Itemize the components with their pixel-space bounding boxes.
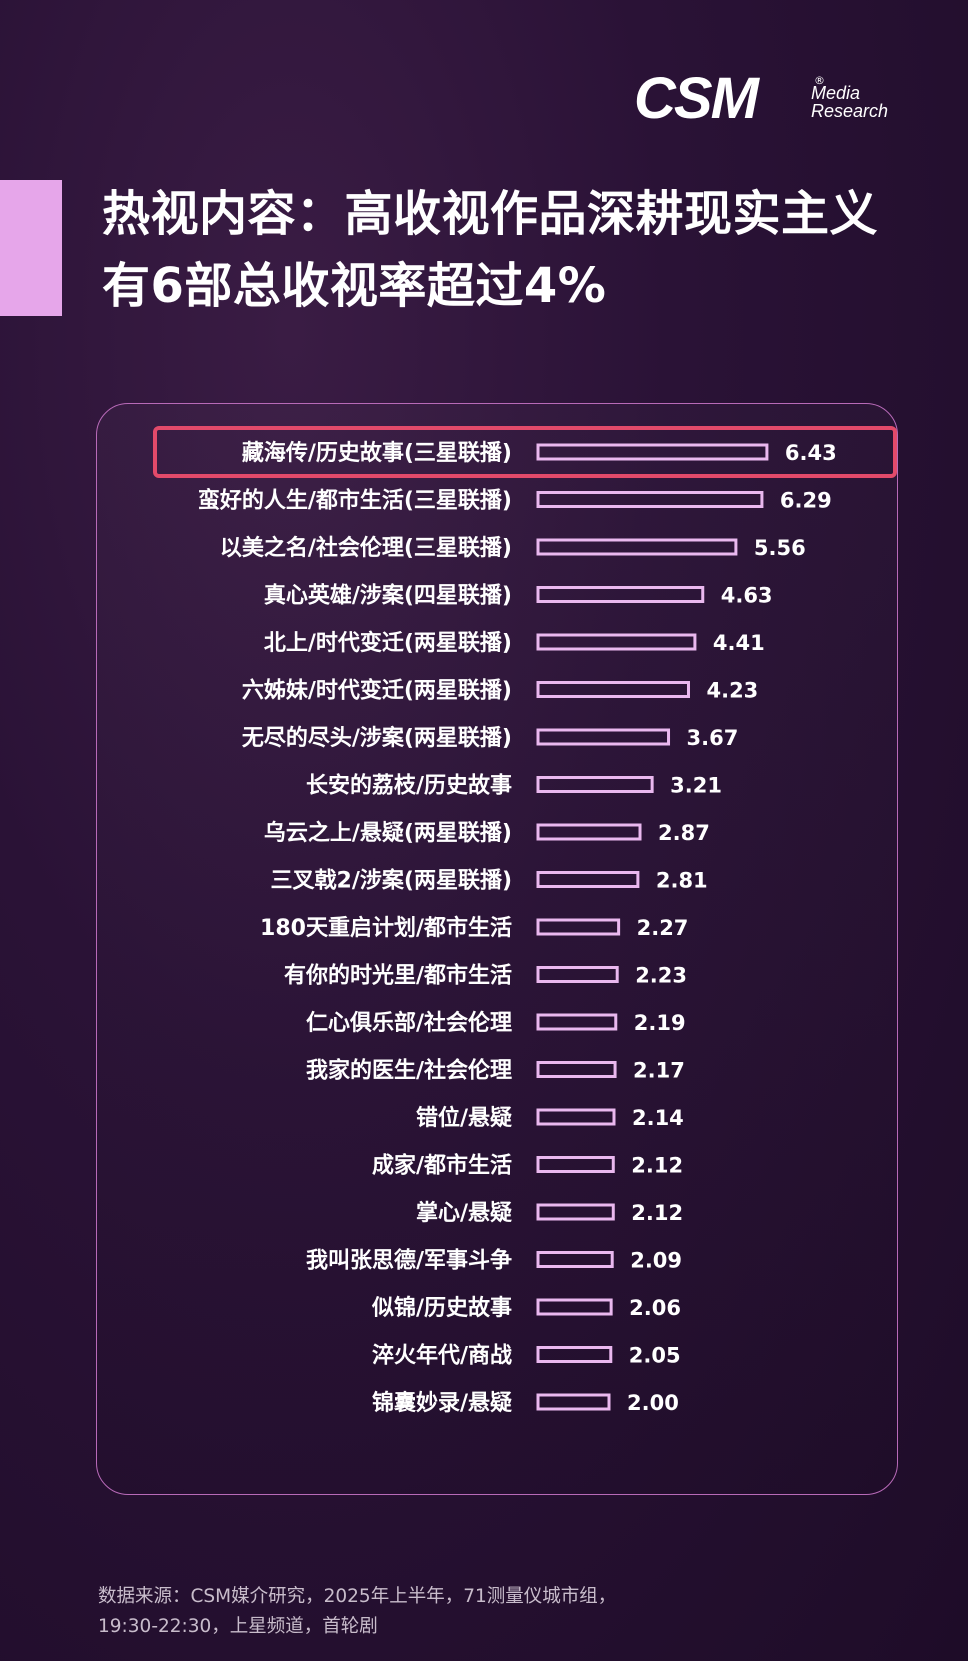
logo-wordmark: CSM <box>634 66 759 131</box>
source-line-1: 数据来源：CSM媒介研究，2025年上半年，71测量仪城市组， <box>98 1586 617 1607</box>
logo-subtitle: Media Research <box>811 84 901 120</box>
category-label: 掌心/悬疑 <box>416 1201 512 1226</box>
bar <box>536 1393 611 1411</box>
category-label: 淬火年代/商战 <box>372 1343 512 1369</box>
value-label: 4.23 <box>706 679 758 703</box>
bar <box>536 1346 613 1363</box>
category-label: 北上/时代变迁(两星联播) <box>264 630 512 656</box>
title-line-1: 热视内容：高收视作品深耕现实主义 <box>102 186 879 242</box>
bar <box>536 918 621 936</box>
bar <box>536 823 642 841</box>
category-label: 似锦/历史故事 <box>371 1295 512 1321</box>
source-line-2: 19:30-22:30，上星频道，首轮剧 <box>98 1616 378 1637</box>
csm-logo: CSM ® Media Research <box>634 70 894 130</box>
category-label: 长安的荔枝/历史故事 <box>306 773 512 799</box>
category-label: 乌云之上/悬疑(两星联播) <box>264 820 512 846</box>
value-label: 2.09 <box>630 1249 682 1273</box>
value-label: 2.17 <box>633 1059 685 1083</box>
bar <box>536 681 690 698</box>
category-label: 三叉戟2/涉案(两星联播) <box>271 868 512 894</box>
bar <box>536 1108 616 1126</box>
bar <box>536 776 654 793</box>
bar <box>536 1298 613 1316</box>
category-label: 我家的医生/社会伦理 <box>306 1058 512 1084</box>
category-label: 蛮好的人生/都市生活(三星联播) <box>198 488 512 514</box>
category-label: 六姊妹/时代变迁(两星联播) <box>242 678 512 704</box>
bar <box>536 966 619 983</box>
category-label: 成家/都市生活 <box>372 1153 512 1179</box>
value-label: 2.81 <box>656 869 708 893</box>
value-label: 2.87 <box>658 821 710 845</box>
category-label: 有你的时光里/都市生活 <box>284 963 512 989</box>
value-label: 2.14 <box>632 1106 684 1130</box>
value-label: 2.23 <box>635 964 687 988</box>
value-label: 4.63 <box>721 584 773 608</box>
bar <box>536 538 738 556</box>
value-label: 2.12 <box>631 1201 683 1225</box>
value-label: 2.12 <box>631 1154 683 1178</box>
value-label: 3.21 <box>670 774 722 798</box>
category-label: 锦囊妙录/悬疑 <box>372 1390 512 1416</box>
category-label: 无尽的尽头/涉案(两星联播) <box>242 725 512 751</box>
data-source-note: 数据来源：CSM媒介研究，2025年上半年，71测量仪城市组， 19:30-22… <box>98 1582 898 1642</box>
highlight-box <box>153 426 897 478</box>
bar <box>536 1203 615 1221</box>
bar <box>536 1013 618 1031</box>
chart-panel <box>96 403 898 1495</box>
bar <box>536 871 640 888</box>
category-label: 真心英雄/涉案(四星联播) <box>264 583 512 609</box>
value-label: 2.00 <box>627 1391 679 1415</box>
category-label: 藏海传/历史故事(三星联播) <box>242 440 512 466</box>
value-label: 2.06 <box>629 1296 681 1320</box>
value-label: 6.29 <box>780 489 832 513</box>
bar <box>536 586 705 603</box>
bar <box>536 1251 614 1268</box>
value-label: 2.05 <box>629 1344 681 1368</box>
bar <box>536 633 697 651</box>
value-label: 5.56 <box>754 536 806 560</box>
value-label: 2.27 <box>637 916 689 940</box>
category-label: 以美之名/社会伦理(三星联播) <box>220 535 512 561</box>
logo-subtitle-line1: Media <box>811 83 861 103</box>
category-label: 仁心俱乐部/社会伦理 <box>306 1010 512 1036</box>
category-label: 我叫张思德/军事斗争 <box>306 1248 512 1274</box>
logo-subtitle-line2: Research <box>811 101 889 121</box>
bar <box>536 1061 617 1078</box>
page-title: 热视内容：高收视作品深耕现实主义 有6部总收视率超过4% <box>102 178 942 322</box>
bar <box>536 728 671 746</box>
value-label: 4.41 <box>713 631 765 655</box>
title-line-2: 有6部总收视率超过4% <box>102 258 607 314</box>
bar <box>536 443 769 461</box>
bar <box>536 1156 615 1173</box>
category-label: 180天重启计划/都市生活 <box>260 915 512 941</box>
title-accent-bar <box>0 180 62 316</box>
value-label: 6.43 <box>785 441 837 465</box>
category-label: 错位/悬疑 <box>416 1105 512 1131</box>
logo-registered-mark: ® <box>814 74 825 87</box>
value-label: 3.67 <box>687 726 739 750</box>
bar <box>536 491 764 508</box>
value-label: 2.19 <box>634 1011 686 1035</box>
